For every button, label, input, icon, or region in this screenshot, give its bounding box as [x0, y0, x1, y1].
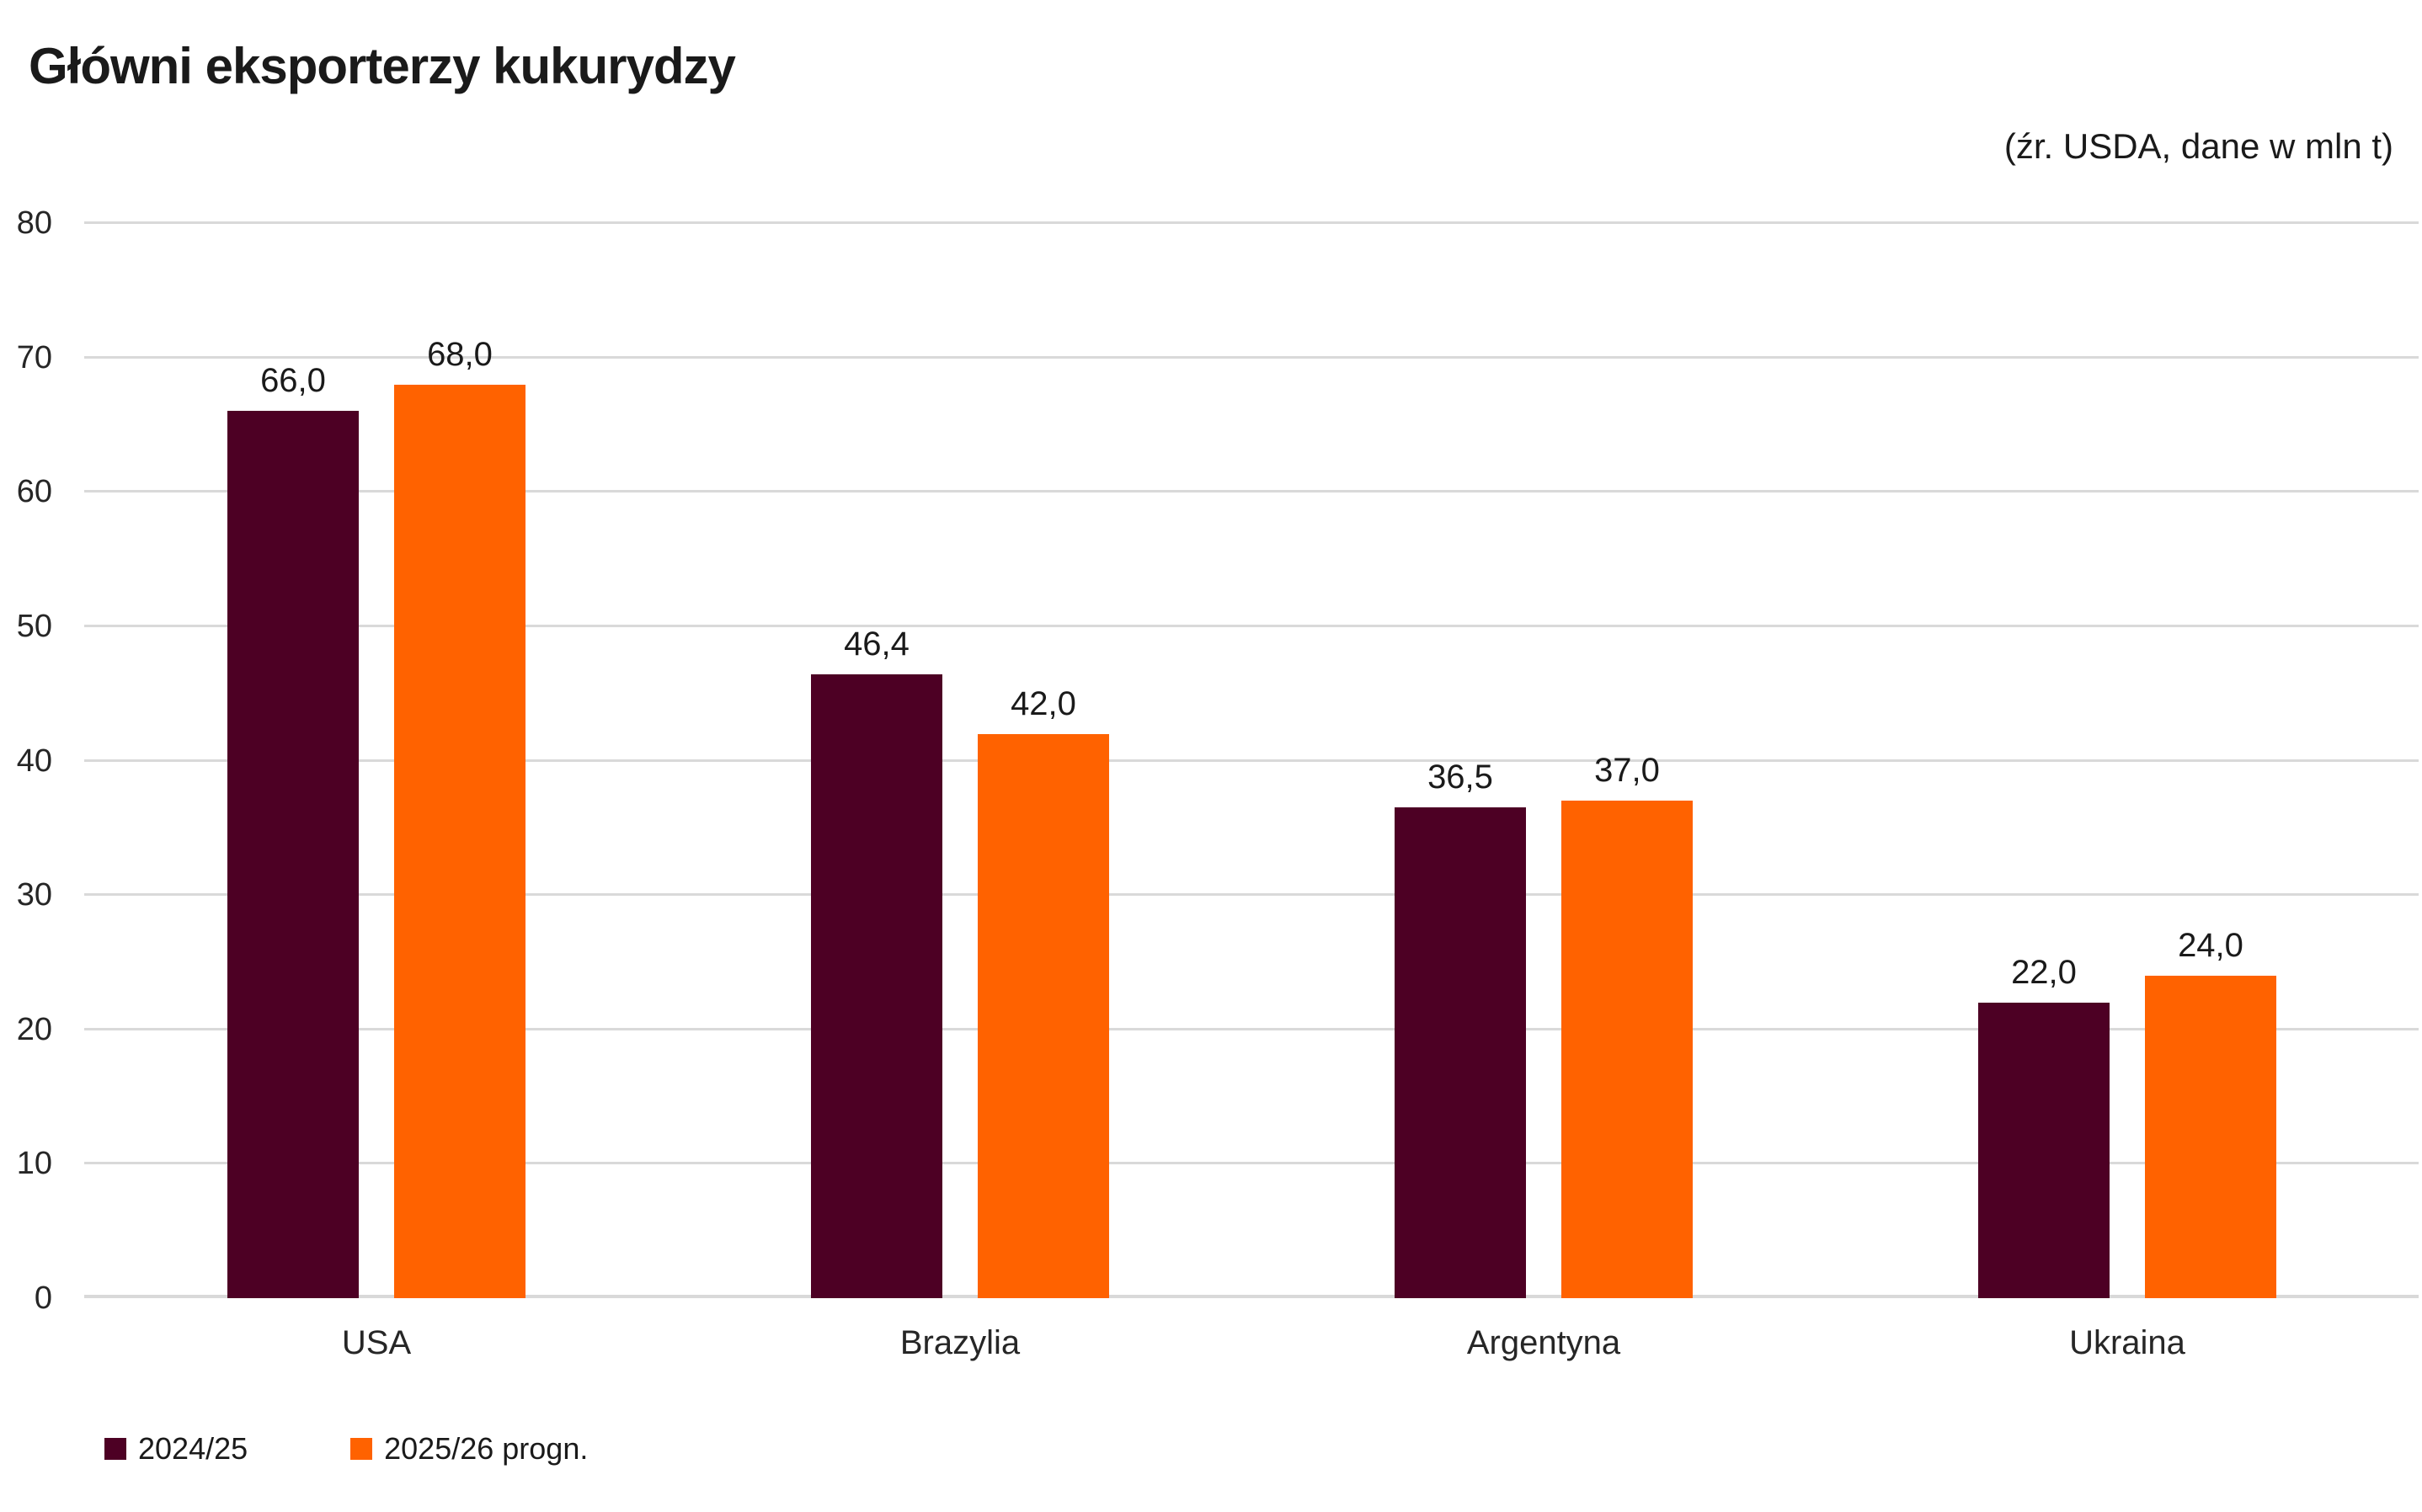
bar-value-label-argentyna-2024-25: 36,5 — [1427, 759, 1493, 796]
bar-ukraina-2024-25 — [1978, 1003, 2110, 1298]
y-axis-tick-10: 10 — [16, 1146, 52, 1181]
bar-value-label-ukraina-2024-25: 22,0 — [2011, 954, 2077, 991]
bar-brazylia-2025-26-progn — [978, 734, 1109, 1298]
plot-area: 66,0 68,0 46,4 42,0 36,5 37,0 22,0 24,0 — [84, 221, 2419, 1298]
chart-subtitle: (źr. USDA, dane w mln t) — [2003, 126, 2393, 166]
bar-argentyna-2025-26-progn — [1561, 801, 1693, 1298]
bar-value-label-ukraina-2025-26-progn: 24,0 — [2178, 927, 2243, 964]
gridline-50 — [84, 625, 2419, 627]
gridline-10 — [84, 1162, 2419, 1164]
chart-title: Główni eksporterzy kukurydzy — [29, 38, 736, 94]
x-axis-label-usa: USA — [341, 1324, 412, 1361]
y-axis-tick-0: 0 — [34, 1280, 52, 1316]
bar-value-label-brazylia-2024-25: 46,4 — [844, 626, 910, 663]
bar-ukraina-2025-26-progn — [2145, 976, 2276, 1298]
legend-swatch-2025-26-progn — [350, 1438, 373, 1460]
y-axis-tick-70: 70 — [16, 340, 52, 375]
legend-item-2024-25: 2024/25 — [104, 1431, 248, 1467]
bar-usa-2024-25 — [227, 411, 359, 1298]
y-axis-tick-60: 60 — [16, 474, 52, 509]
legend-swatch-2024-25 — [104, 1438, 126, 1460]
gridline-40 — [84, 759, 2419, 762]
y-axis-tick-80: 80 — [16, 205, 52, 241]
gridline-70 — [84, 356, 2419, 359]
x-axis-label-ukraina: Ukraina — [2069, 1324, 2185, 1361]
bar-value-label-argentyna-2025-26-progn: 37,0 — [1594, 752, 1660, 789]
y-axis-tick-30: 30 — [16, 877, 52, 913]
y-axis-tick-50: 50 — [16, 609, 52, 644]
gridline-0 — [84, 1295, 2419, 1298]
bar-usa-2025-26-progn — [394, 385, 525, 1298]
bar-value-label-brazylia-2025-26-progn: 42,0 — [1011, 685, 1076, 722]
legend: 2024/25 2025/26 progn. — [104, 1431, 588, 1467]
legend-item-2025-26-progn: 2025/26 progn. — [350, 1431, 588, 1467]
legend-label-2024-25: 2024/25 — [138, 1431, 248, 1466]
y-axis-tick-20: 20 — [16, 1012, 52, 1047]
gridline-80 — [84, 221, 2419, 224]
bar-brazylia-2024-25 — [811, 674, 942, 1298]
bar-argentyna-2024-25 — [1395, 807, 1526, 1298]
bar-value-label-usa-2024-25: 66,0 — [260, 362, 326, 399]
gridline-30 — [84, 893, 2419, 896]
y-axis-tick-40: 40 — [16, 743, 52, 779]
x-axis-label-argentyna: Argentyna — [1466, 1324, 1621, 1361]
bar-value-label-usa-2025-26-progn: 68,0 — [427, 336, 493, 373]
gridline-60 — [84, 490, 2419, 492]
legend-label-2025-26-progn: 2025/26 progn. — [384, 1431, 589, 1466]
gridline-20 — [84, 1028, 2419, 1030]
x-axis-label-brazylia: Brazylia — [899, 1324, 1021, 1361]
